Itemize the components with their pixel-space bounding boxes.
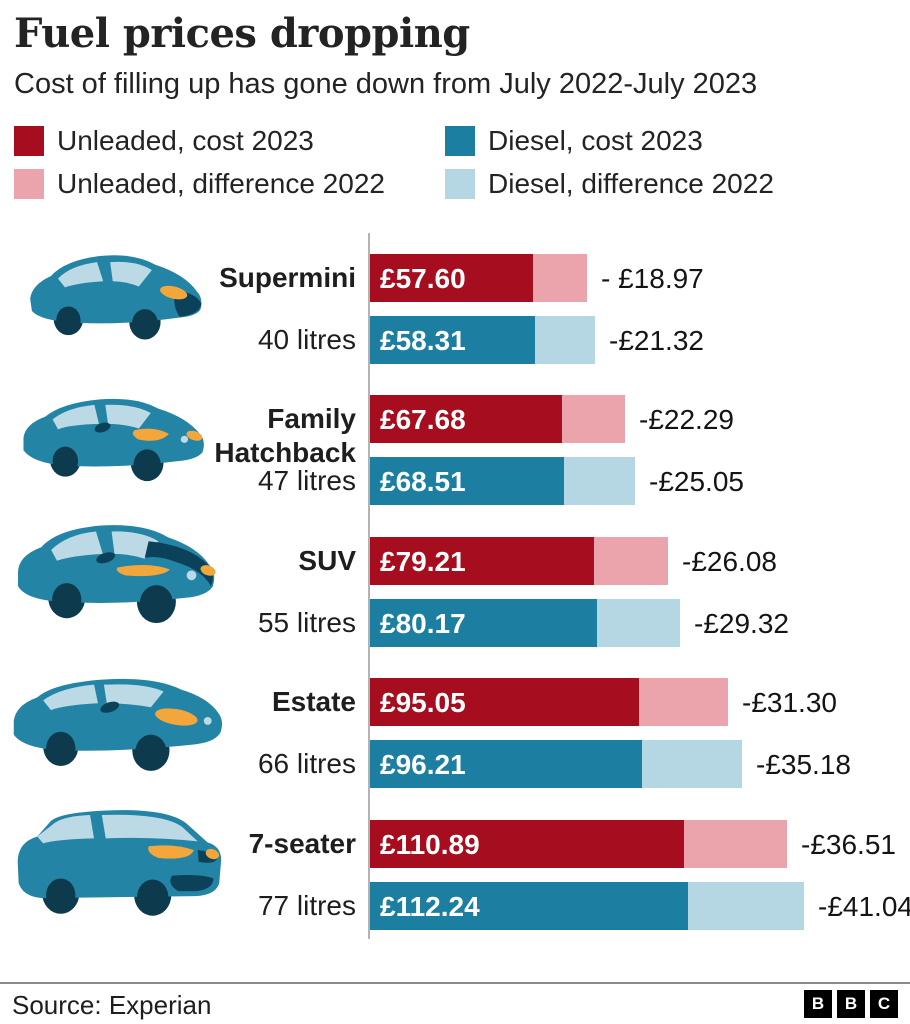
diesel-difference-bar xyxy=(535,316,595,364)
diesel-difference-bar xyxy=(688,882,804,930)
seven-seater-car-icon xyxy=(4,793,229,923)
unleaded-difference-bar xyxy=(684,820,787,868)
bar-value-label: £79.21 xyxy=(380,546,466,577)
diesel-cost-swatch xyxy=(445,126,475,156)
bar-value-label: £68.51 xyxy=(380,466,466,497)
diesel-difference-bar xyxy=(642,740,742,788)
bar-value-label: £57.60 xyxy=(380,263,466,294)
diesel-cost-bar: £80.17 xyxy=(370,599,597,647)
diesel-difference-bar xyxy=(564,457,635,505)
family-hatchback-car-icon xyxy=(6,383,221,483)
tank-size-label: 66 litres xyxy=(257,748,356,779)
unleaded-cost-swatch xyxy=(14,126,44,156)
difference-value-label: -£26.08 xyxy=(682,546,777,577)
vehicle-name-label: 7-seater xyxy=(248,828,356,859)
bar-value-label: £95.05 xyxy=(380,687,466,718)
diesel-cost-bar: £58.31 xyxy=(370,316,535,364)
legend-row: Unleaded, cost 2023 Diesel, cost 2023 xyxy=(14,126,900,156)
legend-item-unleaded-cost: Unleaded, cost 2023 xyxy=(14,126,445,156)
difference-value-label: -£29.32 xyxy=(694,608,789,639)
legend: Unleaded, cost 2023 Diesel, cost 2023 Un… xyxy=(14,126,900,212)
supermini-car-icon xyxy=(12,243,217,343)
bar-value-label: £112.24 xyxy=(380,891,480,922)
unleaded-difference-bar xyxy=(562,395,625,443)
bbc-logo-letter: B xyxy=(837,990,865,1018)
suv-car-icon xyxy=(2,512,227,627)
unleaded-cost-bar: £95.05 xyxy=(370,678,639,726)
bbc-logo-letter: B xyxy=(804,990,832,1018)
bar-value-label: £80.17 xyxy=(380,608,466,639)
vehicle-name-label: Estate xyxy=(271,686,356,717)
bar-chart: Supermini 40 litres £57.60 - £18.97 £58.31 -£… xyxy=(0,254,910,954)
chart-baseline-axis xyxy=(368,233,370,939)
unleaded-cost-bar: £57.60 xyxy=(370,254,533,302)
vehicle-name-label: Supermini xyxy=(219,262,356,293)
bbc-logo-letter: C xyxy=(870,990,898,1018)
diesel-cost-bar: £96.21 xyxy=(370,740,642,788)
chart-group: Estate 66 litres £95.05 -£31.30 £96.21 -£35.1… xyxy=(0,678,910,788)
unleaded-difference-bar xyxy=(639,678,728,726)
legend-row: Unleaded, difference 2022 Diesel, differ… xyxy=(14,169,900,199)
bar-value-label: £58.31 xyxy=(380,325,466,356)
tank-size-label: 55 litres xyxy=(257,607,356,638)
diesel-difference-swatch xyxy=(445,169,475,199)
diesel-difference-bar xyxy=(597,599,680,647)
vehicle-name-label: SUV xyxy=(298,545,356,576)
chart-group: SUV 55 litres £79.21 -£26.08 £80.17 -£29.32 xyxy=(0,537,910,647)
difference-value-label: - £18.97 xyxy=(601,263,704,294)
bar-value-label: £110.89 xyxy=(380,829,480,860)
legend-label: Unleaded, difference 2022 xyxy=(57,168,385,199)
difference-value-label: -£22.29 xyxy=(639,404,734,435)
diesel-cost-bar: £68.51 xyxy=(370,457,564,505)
legend-item-diesel-difference: Diesel, difference 2022 xyxy=(445,169,900,199)
unleaded-difference-bar xyxy=(533,254,587,302)
difference-value-label: -£36.51 xyxy=(801,829,896,860)
legend-label: Diesel, difference 2022 xyxy=(488,168,774,199)
difference-value-label: -£35.18 xyxy=(756,749,851,780)
page-title: Fuel prices dropping xyxy=(14,10,470,57)
legend-item-diesel-cost: Diesel, cost 2023 xyxy=(445,126,900,156)
chart-group: 7-seater 77 litres £110.89 -£36.51 £112.24 -£… xyxy=(0,820,910,930)
unleaded-cost-bar: £79.21 xyxy=(370,537,594,585)
footer-divider xyxy=(0,982,910,984)
bbc-logo: B B C xyxy=(804,990,898,1018)
unleaded-cost-bar: £110.89 xyxy=(370,820,684,868)
difference-value-label: -£31.30 xyxy=(742,687,837,718)
difference-value-label: -£25.05 xyxy=(649,466,744,497)
diesel-cost-bar: £112.24 xyxy=(370,882,688,930)
chart-group: Family Hatchback 47 litres £67.68 -£22.29 £6… xyxy=(0,395,910,505)
chart-group: Supermini 40 litres £57.60 - £18.97 £58.31 -£… xyxy=(0,254,910,364)
difference-value-label: -£21.32 xyxy=(609,325,704,356)
subtitle: Cost of filling up has gone down from Ju… xyxy=(14,68,758,100)
source-credit: Source: Experian xyxy=(12,990,212,1020)
unleaded-cost-bar: £67.68 xyxy=(370,395,562,443)
tank-size-label: 40 litres xyxy=(257,324,356,355)
bar-value-label: £96.21 xyxy=(380,749,466,780)
tank-size-label: 47 litres xyxy=(257,465,356,496)
bar-value-label: £67.68 xyxy=(380,404,466,435)
unleaded-difference-bar xyxy=(594,537,668,585)
tank-size-label: 77 litres xyxy=(257,890,356,921)
vehicle-name-label: Family Hatchback xyxy=(214,403,356,468)
legend-label: Unleaded, cost 2023 xyxy=(57,125,314,156)
difference-value-label: -£41.04 xyxy=(818,891,910,922)
legend-label: Diesel, cost 2023 xyxy=(488,125,703,156)
estate-car-icon xyxy=(2,655,242,780)
legend-item-unleaded-difference: Unleaded, difference 2022 xyxy=(14,169,445,199)
unleaded-difference-swatch xyxy=(14,169,44,199)
